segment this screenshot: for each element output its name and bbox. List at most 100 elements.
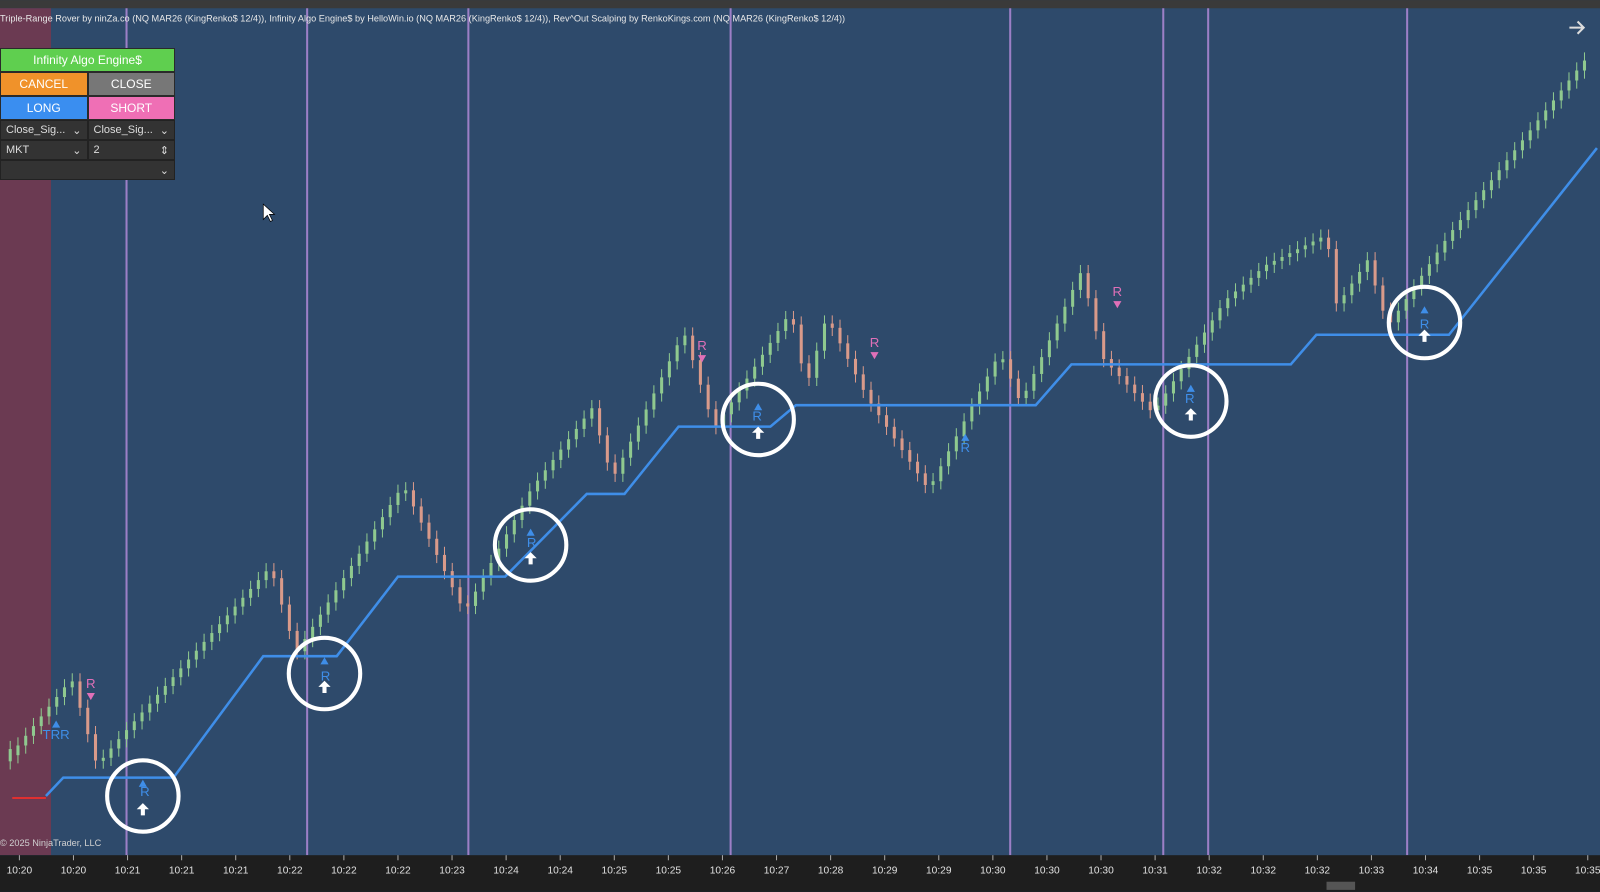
candle-body <box>318 614 322 627</box>
candle-body <box>396 492 400 505</box>
candle-body <box>1327 237 1331 250</box>
down-triangle <box>1113 301 1122 309</box>
candle-body <box>55 697 59 707</box>
candle-body <box>605 435 609 463</box>
candle-body <box>768 342 772 355</box>
candle-body <box>380 517 384 530</box>
candle-body <box>249 588 253 598</box>
candle-body <box>62 687 67 698</box>
candle-body <box>799 324 803 364</box>
quantity-input[interactable]: 2 ⇕ <box>87 140 175 160</box>
candle-body <box>311 626 315 640</box>
candle-body <box>256 580 260 589</box>
candle-body <box>349 565 353 579</box>
short-button[interactable]: SHORT <box>87 96 175 120</box>
signal-label: R <box>86 676 96 691</box>
candle-body <box>1063 306 1067 324</box>
candle-body <box>334 590 338 603</box>
cancel-button[interactable]: CANCEL <box>0 72 88 96</box>
candle-body <box>295 630 299 652</box>
candle-body <box>1528 130 1532 141</box>
panel-title[interactable]: Infinity Algo Engine$ <box>0 48 175 72</box>
candle-body <box>1458 220 1462 231</box>
time-label: 10:30 <box>1088 866 1114 877</box>
candle-body <box>466 603 470 607</box>
time-label: 10:22 <box>277 866 303 877</box>
extra-select[interactable]: ⌄ <box>0 160 175 180</box>
signal-label: R <box>1420 317 1430 332</box>
candle-body <box>241 597 245 607</box>
candle-body <box>101 757 105 761</box>
time-label: 10:26 <box>710 866 736 877</box>
order-panel: Infinity Algo Engine$ CANCEL CLOSE LONG … <box>0 48 175 180</box>
candle-body <box>869 389 873 404</box>
time-label: 10:29 <box>926 866 952 877</box>
exit-long-select[interactable]: Close_Sig... ⌄ <box>0 120 88 140</box>
mouse-cursor <box>262 203 276 222</box>
candle-body <box>148 703 152 713</box>
time-label: 10:34 <box>1413 866 1439 877</box>
buy-arrow <box>524 552 537 565</box>
candle-body <box>528 491 532 506</box>
candle-body <box>210 633 214 642</box>
candle-body <box>1040 357 1044 374</box>
time-label: 10:32 <box>1196 866 1222 877</box>
signal-label: R <box>697 338 707 353</box>
candle-body <box>877 403 881 416</box>
candle-body <box>411 490 415 507</box>
candle-body <box>1179 369 1183 382</box>
top-bar <box>0 0 1600 9</box>
candle-body <box>1233 291 1238 299</box>
candle-body <box>1435 252 1439 265</box>
candle-body <box>791 319 795 325</box>
candle-body <box>117 739 121 749</box>
order-type-select[interactable]: MKT ⌄ <box>0 140 88 160</box>
candle-body <box>1210 320 1214 333</box>
candle-body <box>574 428 578 440</box>
candle-body <box>737 390 741 403</box>
up-triangle <box>1420 306 1429 314</box>
up-triangle <box>1186 384 1195 392</box>
candle-body <box>8 749 12 762</box>
candle-body <box>1195 344 1199 357</box>
candle-body <box>1280 257 1284 261</box>
up-triangle <box>961 433 970 441</box>
candle-body <box>1249 277 1253 285</box>
time-label: 10:20 <box>7 866 33 877</box>
candle-body <box>1156 405 1160 411</box>
candle-body <box>660 377 664 394</box>
candle-body <box>404 490 408 494</box>
candle-body <box>1047 340 1051 358</box>
highlight-circle <box>492 507 569 583</box>
indicator-header: Triple-Range Rover by ninZa.co (NQ MAR26… <box>0 14 845 24</box>
candle-body <box>1148 401 1152 411</box>
candle-body <box>202 641 206 651</box>
time-label: 10:22 <box>331 866 357 877</box>
candle-body <box>1451 230 1455 241</box>
candle-body <box>194 650 198 660</box>
candle-body <box>1319 237 1323 242</box>
candle-body <box>1164 393 1168 406</box>
candle-body <box>1497 170 1501 181</box>
scroll-arrow[interactable] <box>1569 20 1586 35</box>
candle-body <box>644 409 648 426</box>
candle-body <box>652 393 656 410</box>
candle-body <box>1342 295 1346 304</box>
candle-body <box>675 345 679 362</box>
candle-body <box>1257 271 1261 278</box>
scrollbar[interactable] <box>1326 881 1356 890</box>
copyright: © 2025 NinjaTrader, LLC <box>0 838 102 848</box>
time-label: 10:33 <box>1359 866 1385 877</box>
signal-label: R <box>1113 284 1123 299</box>
close-button[interactable]: CLOSE <box>87 72 175 96</box>
quantity-value: 2 <box>93 144 100 156</box>
candle-body <box>598 408 602 436</box>
candle-body <box>1420 275 1424 288</box>
exit-short-select[interactable]: Close_Sig... ⌄ <box>87 120 175 140</box>
candle-body <box>1551 100 1555 111</box>
candle-body <box>822 323 827 351</box>
candle-body <box>753 366 757 379</box>
candle-body <box>667 361 671 378</box>
long-button[interactable]: LONG <box>0 96 88 120</box>
